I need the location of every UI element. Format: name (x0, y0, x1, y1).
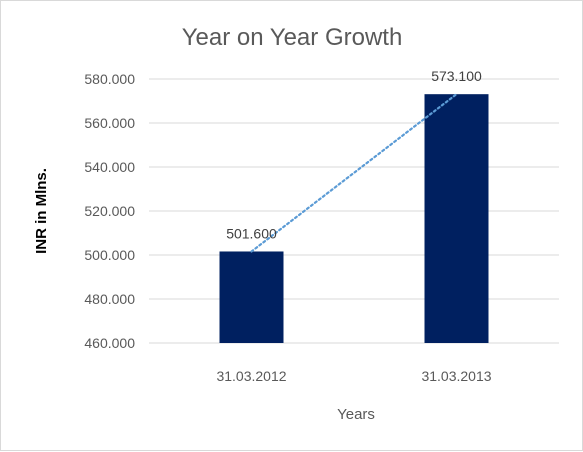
trendline-group (250, 93, 458, 253)
y-tick-label: 500.000 (84, 247, 135, 263)
chart-title: Year on Year Growth (182, 24, 403, 51)
bar (219, 251, 284, 343)
data-labels: 501.600 573.100 (226, 68, 482, 241)
x-tick-label: 31.03.2012 (216, 368, 286, 384)
data-label: 573.100 (431, 68, 482, 84)
data-label: 501.600 (226, 225, 277, 241)
y-tick-label: 560.000 (84, 115, 135, 131)
y-axis-label: INR in Mlns. (33, 168, 50, 254)
bars (219, 94, 489, 344)
bar (424, 94, 489, 344)
y-tick-label: 540.000 (84, 159, 135, 175)
x-axis-ticks: 31.03.2012 31.03.2013 (216, 368, 491, 384)
x-axis-label: Years (337, 406, 375, 423)
y-tick-label: 520.000 (84, 203, 135, 219)
x-tick-label: 31.03.2013 (421, 368, 491, 384)
y-tick-label: 480.000 (84, 291, 135, 307)
y-axis-ticks: 460.000 480.000 500.000 520.000 540.000 560.0… (84, 71, 135, 351)
y-tick-label: 460.000 (84, 335, 135, 351)
gridlines (149, 78, 559, 344)
trendline (250, 93, 458, 253)
y-tick-label: 580.000 (84, 71, 135, 87)
